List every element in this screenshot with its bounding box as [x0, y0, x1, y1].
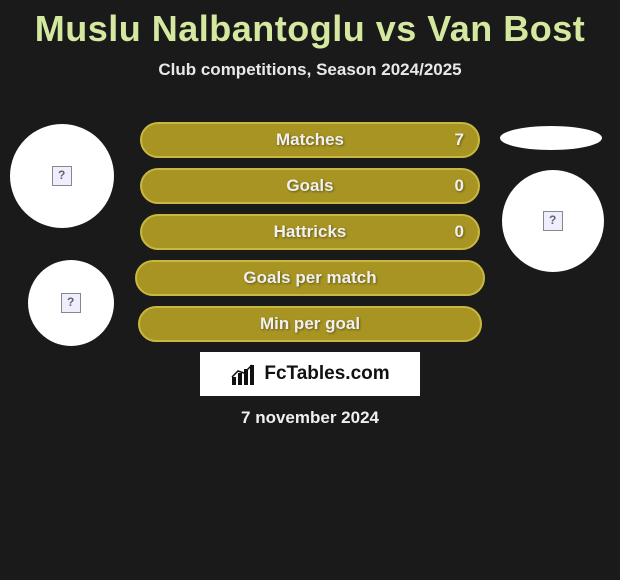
- stat-bar-matches: Matches 7: [140, 122, 480, 158]
- stat-label: Goals: [286, 176, 333, 196]
- stat-label: Min per goal: [260, 314, 360, 334]
- broken-image-icon: [52, 166, 72, 186]
- page-title: Muslu Nalbantoglu vs Van Bost: [0, 0, 620, 50]
- stat-value: 0: [455, 176, 464, 196]
- player-avatar-right-oval: [500, 126, 602, 150]
- stat-bar-hattricks: Hattricks 0: [140, 214, 480, 250]
- stat-bar-min-per-goal: Min per goal: [138, 306, 482, 342]
- broken-image-icon: [61, 293, 81, 313]
- date-line: 7 november 2024: [0, 408, 620, 428]
- broken-image-icon: [543, 211, 563, 231]
- chart-icon: [230, 363, 258, 385]
- stat-label: Matches: [276, 130, 344, 150]
- subtitle: Club competitions, Season 2024/2025: [0, 60, 620, 80]
- stat-bar-goals-per-match: Goals per match: [135, 260, 485, 296]
- stat-value: 0: [455, 222, 464, 242]
- stat-value: 7: [455, 130, 464, 150]
- brand-footer: FcTables.com: [200, 352, 420, 396]
- player-avatar-right-1: [502, 170, 604, 272]
- player-avatar-left-1: [10, 124, 114, 228]
- player-avatar-left-2: [28, 260, 114, 346]
- stat-bar-goals: Goals 0: [140, 168, 480, 204]
- stats-bars: Matches 7 Goals 0 Hattricks 0 Goals per …: [140, 122, 480, 352]
- stat-label: Hattricks: [274, 222, 347, 242]
- stat-label: Goals per match: [243, 268, 376, 288]
- brand-text: FcTables.com: [264, 363, 389, 385]
